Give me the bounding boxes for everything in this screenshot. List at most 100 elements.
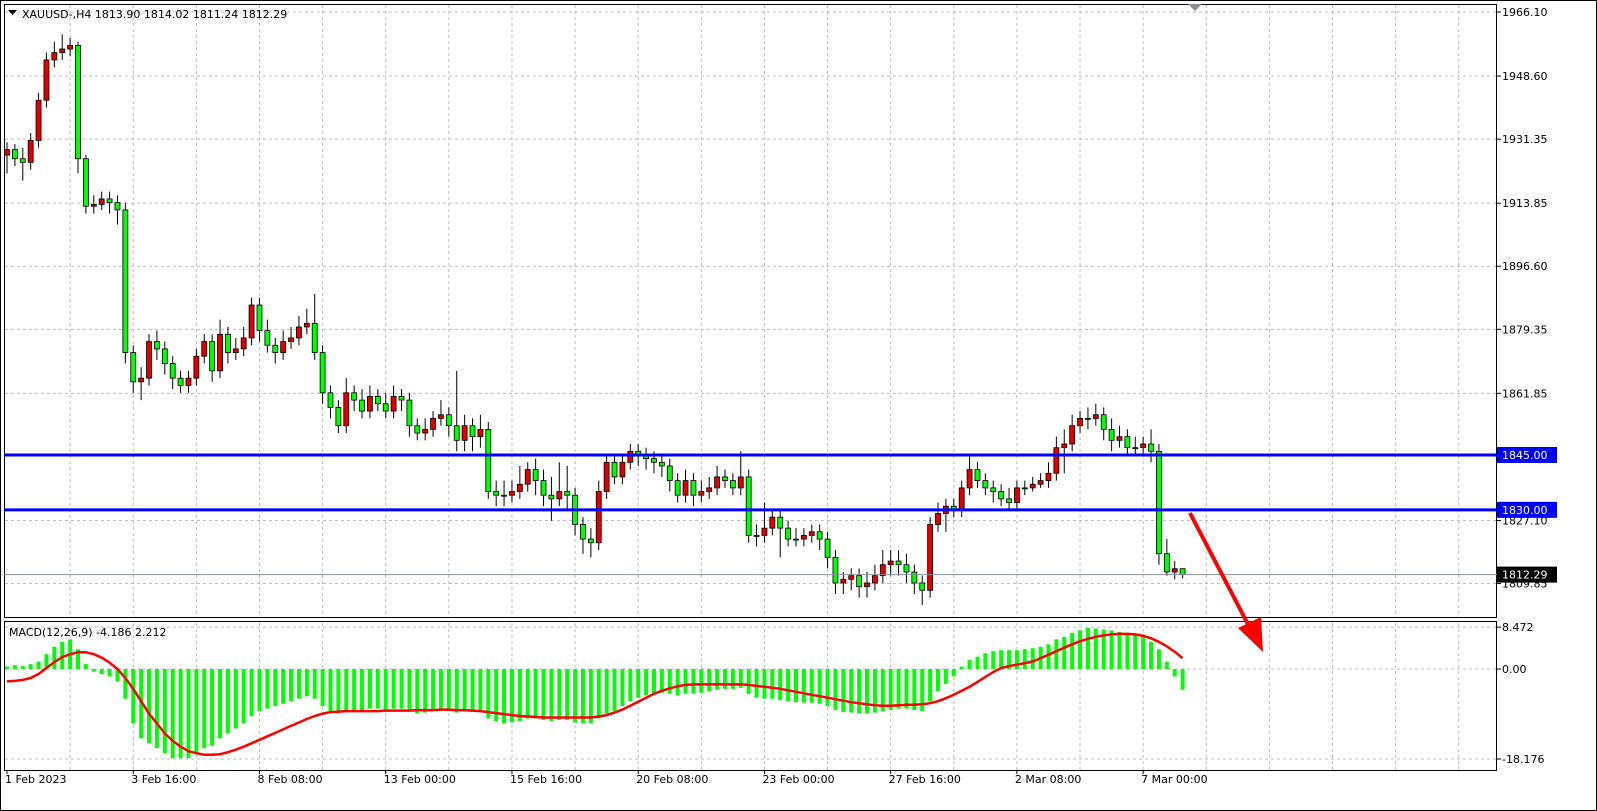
macd-bar: [896, 669, 901, 709]
macd-bar: [1093, 628, 1098, 670]
x-tick-label: 2 Mar 08:00: [1015, 773, 1081, 786]
candle-body: [169, 363, 176, 379]
macd-bar: [801, 669, 806, 703]
candle-body: [130, 352, 137, 383]
candle-body: [98, 198, 105, 205]
macd-bar: [486, 669, 491, 719]
macd-bar: [1054, 639, 1059, 670]
macd-bar: [509, 669, 514, 723]
macd-bar: [541, 669, 546, 721]
x-tick-label: 3 Feb 16:00: [131, 773, 196, 786]
candle-body: [1053, 447, 1060, 474]
candle-body: [611, 461, 618, 478]
candle-body: [374, 396, 381, 405]
candle-body: [895, 560, 902, 566]
candle-body: [35, 99, 42, 141]
macd-bar: [186, 669, 191, 759]
candle-body: [106, 198, 113, 204]
candle-body: [1179, 568, 1186, 576]
macd-bar: [636, 669, 641, 698]
candle-body: [1014, 487, 1020, 503]
candle-body: [296, 326, 302, 339]
candle-body: [966, 469, 973, 489]
macd-bar: [841, 669, 846, 713]
candle-body: [974, 469, 981, 481]
macd-bar: [1149, 641, 1154, 670]
candle-body: [872, 575, 878, 584]
y-tick-label: 8.472: [1502, 621, 1534, 634]
candle-body: [359, 399, 365, 412]
arrow-shaft: [1188, 512, 1254, 633]
candle-body: [753, 535, 760, 537]
macd-bar: [596, 669, 601, 719]
candle-body: [367, 396, 373, 412]
macd-bar: [431, 669, 436, 712]
macd-bar: [383, 669, 388, 711]
macd-bar: [281, 669, 286, 704]
macd-bar: [76, 649, 81, 670]
macd-bar: [707, 669, 712, 692]
macd-bar: [778, 669, 783, 701]
macd-bar: [517, 669, 522, 721]
candle-body: [43, 59, 50, 101]
candle-body: [800, 535, 807, 540]
candle-body: [1156, 450, 1162, 555]
candle-body: [256, 304, 263, 332]
macd-bar: [415, 669, 420, 714]
macd-bar: [675, 669, 680, 696]
macd-bar: [399, 669, 404, 709]
macd-bar: [478, 669, 483, 712]
macd-bar: [99, 669, 104, 674]
macd-bar: [1125, 632, 1130, 670]
y-tick-label: 1931.35: [1502, 133, 1548, 146]
macd-bar: [1078, 630, 1083, 670]
macd-bar: [1030, 648, 1035, 670]
candle-body: [887, 560, 894, 566]
candle-body: [903, 564, 910, 573]
candle-body: [272, 344, 279, 353]
macd-bar: [912, 669, 917, 711]
candle-body: [177, 377, 184, 386]
candle-body: [335, 407, 342, 427]
macd-bar: [667, 669, 672, 694]
candle-body: [698, 491, 705, 496]
macd-bar: [959, 666, 964, 670]
y-tick-label: 1948.60: [1502, 70, 1548, 83]
candle-body: [193, 355, 200, 379]
candle-body: [90, 204, 97, 207]
macd-bar: [533, 669, 538, 719]
candle-body: [248, 304, 255, 339]
y-tick-label: 1913.85: [1502, 197, 1548, 210]
macd-bar: [470, 669, 475, 713]
candle-body: [209, 341, 216, 372]
macd-bar: [1022, 649, 1027, 670]
candle-body: [390, 396, 397, 412]
macd-bar: [991, 651, 996, 670]
macd-bar: [1156, 649, 1161, 670]
level-label-box: [1497, 501, 1557, 518]
candle-body: [927, 524, 934, 591]
macd-bar: [265, 669, 270, 709]
macd-bar: [754, 669, 759, 698]
macd-bar: [241, 669, 246, 724]
candle-body: [548, 494, 555, 500]
candle-body: [83, 158, 89, 207]
trend-arrow: [1188, 512, 1263, 652]
candle-body: [75, 44, 81, 160]
candle-body: [398, 396, 405, 401]
candle-body: [540, 480, 547, 496]
macd-bar: [225, 669, 230, 734]
candle-body: [445, 414, 452, 427]
candle-body: [138, 377, 145, 383]
macd-bar: [920, 669, 925, 712]
candle-body: [501, 494, 507, 497]
macd-bar: [1062, 636, 1067, 670]
candle-body: [1006, 498, 1012, 503]
macd-bar: [462, 669, 467, 712]
signal-line: [6, 632, 1184, 756]
x-tick-label: 1 Feb 2023: [5, 773, 66, 786]
candle-body: [469, 425, 476, 438]
macd-bar: [233, 669, 238, 729]
macd-bar: [809, 669, 814, 703]
macd-bar: [123, 669, 128, 699]
